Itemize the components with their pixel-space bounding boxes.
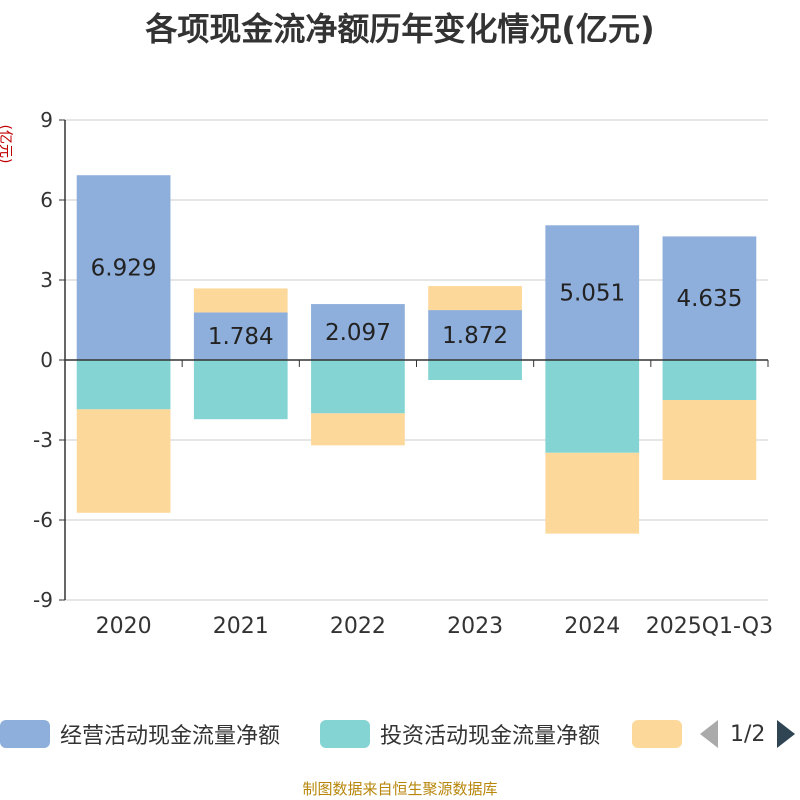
- data-source-note: 制图数据来自恒生聚源数据库: [302, 780, 498, 798]
- bar-1-2025Q1-Q3: [662, 360, 757, 400]
- legend: 经营活动现金流量净额 投资活动现金流量净额 1/2: [0, 714, 800, 754]
- legend-swatch-financing: [632, 720, 682, 748]
- bar-0-2022: [311, 304, 405, 360]
- y-tick-label-9: 9: [40, 108, 53, 132]
- bar-1-2024: [545, 360, 640, 453]
- bar-1-2020: [76, 360, 171, 410]
- x-tick-label-2021: 2021: [213, 614, 269, 639]
- x-tick-label-2020: 2020: [96, 614, 152, 639]
- bar-2-2020: [76, 409, 171, 513]
- bar-0-2024: [545, 225, 640, 360]
- y-axis-unit: (亿元): [0, 124, 13, 164]
- legend-swatch-operating: [0, 720, 50, 748]
- y-tick-label--3: -3: [33, 428, 53, 452]
- y-tick-label-0: 0: [40, 348, 53, 372]
- bar-2-2025Q1-Q3: [662, 400, 757, 480]
- bar-1-2022: [311, 360, 405, 414]
- data-label-2021: 1.784: [208, 324, 274, 350]
- data-label-2025Q1-Q3: 4.635: [676, 286, 742, 312]
- bar-2-2024: [545, 452, 640, 534]
- x-tick-label-2023: 2023: [447, 614, 503, 639]
- data-label-2022: 2.097: [325, 320, 391, 346]
- legend-page-indicator: 1/2: [730, 721, 766, 747]
- x-tick-label-2025Q1-Q3: 2025Q1-Q3: [646, 614, 773, 639]
- bar-2-2022: [311, 413, 405, 446]
- bar-0-2023: [428, 310, 522, 360]
- data-label-2023: 1.872: [442, 323, 508, 349]
- legend-prev-page-icon[interactable]: [700, 720, 718, 748]
- data-label-2024: 5.051: [559, 281, 625, 307]
- legend-label-operating: 经营活动现金流量净额: [60, 724, 281, 749]
- legend-item-operating[interactable]: 经营活动现金流量净额: [0, 714, 280, 754]
- legend-item-financing[interactable]: [632, 714, 692, 754]
- bar-0-2021: [193, 312, 288, 360]
- bar-2-2021: [193, 288, 288, 313]
- bar-2-2023: [428, 286, 522, 311]
- bar-1-2023: [428, 360, 522, 380]
- y-tick-label-3: 3: [40, 268, 53, 292]
- legend-swatch-investing: [320, 720, 370, 748]
- bar-0-2025Q1-Q3: [662, 236, 757, 360]
- y-tick-label--6: -6: [33, 508, 53, 532]
- x-tick-label-2022: 2022: [330, 614, 386, 639]
- bar-1-2021: [193, 360, 288, 420]
- legend-next-page-icon[interactable]: [777, 720, 796, 748]
- y-tick-label--9: -9: [33, 588, 53, 612]
- data-label-2020: 6.929: [91, 256, 157, 282]
- y-tick-label-6: 6: [40, 188, 53, 212]
- legend-label-investing: 投资活动现金流量净额: [380, 724, 601, 749]
- chart-title: 各项现金流净额历年变化情况(亿元): [145, 10, 655, 48]
- x-tick-label-2024: 2024: [564, 614, 620, 639]
- legend-pager: 1/2: [700, 714, 796, 754]
- bar-0-2020: [76, 175, 171, 360]
- legend-item-investing[interactable]: 投资活动现金流量净额: [320, 714, 600, 754]
